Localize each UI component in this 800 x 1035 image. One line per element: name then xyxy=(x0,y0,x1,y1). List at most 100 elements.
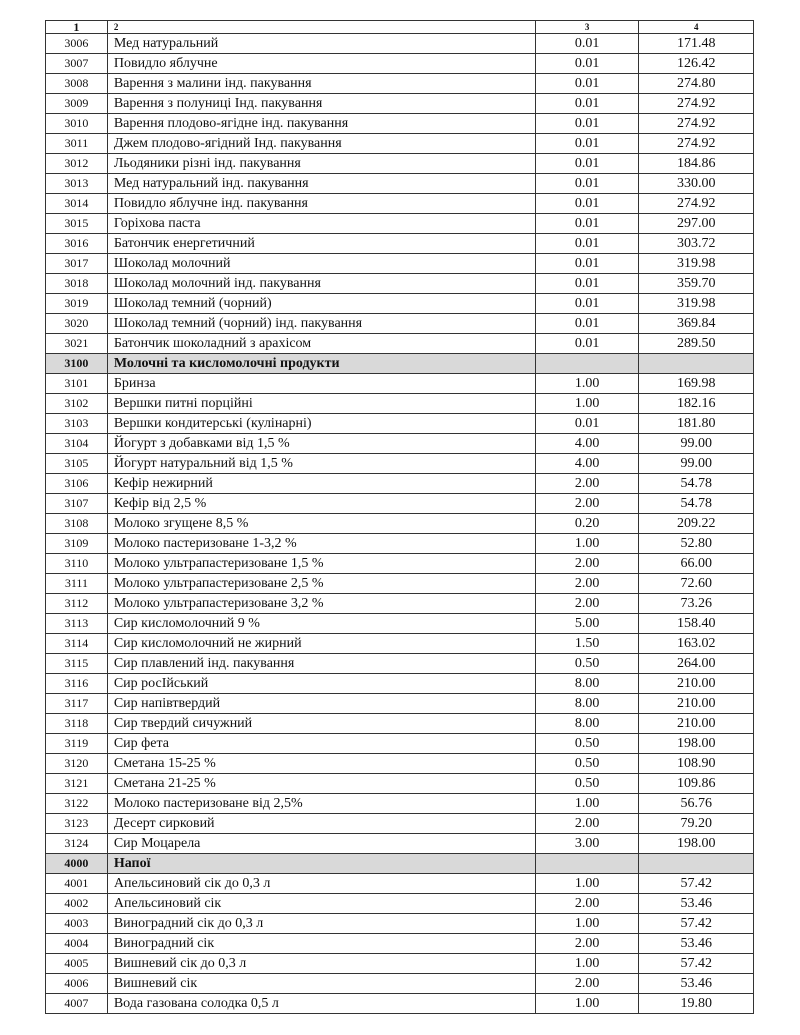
item-quantity: 0.01 xyxy=(534,213,640,234)
item-quantity: 0.01 xyxy=(534,253,640,274)
item-code: 3016 xyxy=(45,233,108,254)
item-price: 274.80 xyxy=(638,73,754,94)
item-name: Повидло яблучне xyxy=(106,53,536,74)
item-code: 4005 xyxy=(45,953,108,974)
item-code: 3124 xyxy=(45,833,108,854)
item-quantity: 1.00 xyxy=(534,913,640,934)
item-quantity: 0.01 xyxy=(534,113,640,134)
item-name: Шоколад темний (чорний) xyxy=(106,293,536,314)
item-quantity: 2.00 xyxy=(534,473,640,494)
item-quantity: 8.00 xyxy=(534,673,640,694)
item-price: 73.26 xyxy=(638,593,754,614)
table-row: 3018 Шоколад молочний інд. пакування 0.01 3… xyxy=(45,273,754,294)
table-row: 3016 Батончик енергетичний 0.01 303.72 xyxy=(45,233,754,254)
item-quantity: 2.00 xyxy=(534,933,640,954)
item-quantity: 0.01 xyxy=(534,313,640,334)
item-price: 163.02 xyxy=(638,633,754,654)
item-name: Батончик шоколадний з арахісом xyxy=(106,333,536,354)
item-quantity: 0.01 xyxy=(534,153,640,174)
item-quantity: 2.00 xyxy=(534,893,640,914)
item-code: 3103 xyxy=(45,413,108,434)
item-code: 3111 xyxy=(45,573,108,594)
table-row: 3021 Батончик шоколадний з арахісом 0.01 28… xyxy=(45,333,754,354)
table-row: 3014 Повидло яблучне інд. пакування 0.01 27… xyxy=(45,193,754,214)
column-header-2: 2 xyxy=(106,20,536,34)
item-quantity: 1.00 xyxy=(534,873,640,894)
table-row: 3108 Молоко згущене 8,5 % 0.20 209.22 xyxy=(45,513,754,534)
item-code: 3120 xyxy=(45,753,108,774)
column-header-4: 4 xyxy=(638,20,754,34)
table-row: 3123 Десерт сирковий 2.00 79.20 xyxy=(45,813,754,834)
table-row: 3102 Вершки питні порційні 1.00 182.16 xyxy=(45,393,754,414)
item-name: Сир кисломолочний не жирний xyxy=(106,633,536,654)
item-code: 3010 xyxy=(45,113,108,134)
item-code: 3019 xyxy=(45,293,108,314)
table-row: 3115 Сир плавлений інд. пакування 0.50 264.… xyxy=(45,653,754,674)
item-quantity: 2.00 xyxy=(534,573,640,594)
item-quantity: 2.00 xyxy=(534,973,640,994)
item-quantity: 3.00 xyxy=(534,833,640,854)
section-header-row: 3100 Молочні та кисломолочні продукти xyxy=(45,353,754,374)
item-code: 3122 xyxy=(45,793,108,814)
item-quantity: 0.20 xyxy=(534,513,640,534)
item-code: 3110 xyxy=(45,553,108,574)
item-price: 319.98 xyxy=(638,293,754,314)
item-price: 274.92 xyxy=(638,133,754,154)
table-row: 3114 Сир кисломолочний не жирний 1.50 163.0… xyxy=(45,633,754,654)
price-table: 1 2 3 4 3006 Мед натуральний 0.01 171.48 300… xyxy=(45,20,754,1014)
item-price: 184.86 xyxy=(638,153,754,174)
item-quantity: 1.00 xyxy=(534,993,640,1014)
item-quantity: 2.00 xyxy=(534,553,640,574)
item-code: 3007 xyxy=(45,53,108,74)
table-row: 3116 Сир росІйський 8.00 210.00 xyxy=(45,673,754,694)
table-row: 3121 Сметана 21-25 % 0.50 109.86 xyxy=(45,773,754,794)
item-quantity: 0.01 xyxy=(534,73,640,94)
item-name: Льодяники різні інд. пакування xyxy=(106,153,536,174)
item-price: 72.60 xyxy=(638,573,754,594)
item-price: 209.22 xyxy=(638,513,754,534)
item-quantity: 0.01 xyxy=(534,233,640,254)
item-price: 319.98 xyxy=(638,253,754,274)
table-row: 3106 Кефір нежирний 2.00 54.78 xyxy=(45,473,754,494)
item-code: 4006 xyxy=(45,973,108,994)
item-quantity: 0.01 xyxy=(534,133,640,154)
item-code: 3114 xyxy=(45,633,108,654)
item-name: Виноградний сік до 0,3 л xyxy=(106,913,536,934)
item-code: 3105 xyxy=(45,453,108,474)
item-price: 53.46 xyxy=(638,973,754,994)
item-quantity: 4.00 xyxy=(534,433,640,454)
item-name: Молоко ультрапастеризоване 1,5 % xyxy=(106,553,536,574)
table-row: 4007 Вода газована солодка 0,5 л 1.00 19.80 xyxy=(45,993,754,1014)
item-quantity: 0.01 xyxy=(534,53,640,74)
item-code: 3017 xyxy=(45,253,108,274)
item-quantity: 0.50 xyxy=(534,753,640,774)
item-price: 57.42 xyxy=(638,913,754,934)
item-quantity: 0.01 xyxy=(534,193,640,214)
table-row: 3104 Йогурт з добавками від 1,5 % 4.00 99.0… xyxy=(45,433,754,454)
item-code: 3021 xyxy=(45,333,108,354)
item-quantity: 1.50 xyxy=(534,633,640,654)
item-name: Сир кисломолочний 9 % xyxy=(106,613,536,634)
table-row: 3012 Льодяники різні інд. пакування 0.01 18… xyxy=(45,153,754,174)
table-row: 3122 Молоко пастеризоване від 2,5% 1.00 56.… xyxy=(45,793,754,814)
table-row: 4004 Виноградний сік 2.00 53.46 xyxy=(45,933,754,954)
item-code: 3102 xyxy=(45,393,108,414)
item-price: 57.42 xyxy=(638,873,754,894)
item-quantity: 0.01 xyxy=(534,293,640,314)
item-quantity xyxy=(534,353,640,374)
item-quantity: 0.50 xyxy=(534,733,640,754)
item-code: 3123 xyxy=(45,813,108,834)
item-price: 99.00 xyxy=(638,453,754,474)
item-name: Варення з полуниці Інд. пакування xyxy=(106,93,536,114)
item-price: 52.80 xyxy=(638,533,754,554)
item-code: 3116 xyxy=(45,673,108,694)
table-row: 3111 Молоко ультрапастеризоване 2,5 % 2.00… xyxy=(45,573,754,594)
item-name: Сметана 21-25 % xyxy=(106,773,536,794)
item-price: 158.40 xyxy=(638,613,754,634)
item-name: Сир твердий сичужний xyxy=(106,713,536,734)
table-row: 3109 Молоко пастеризоване 1-3,2 % 1.00 52.8… xyxy=(45,533,754,554)
column-number-header: 1 2 3 4 xyxy=(45,20,754,34)
item-name: Вишневий сік до 0,3 л xyxy=(106,953,536,974)
table-row: 4002 Апельсиновий сік 2.00 53.46 xyxy=(45,893,754,914)
item-code: 3121 xyxy=(45,773,108,794)
